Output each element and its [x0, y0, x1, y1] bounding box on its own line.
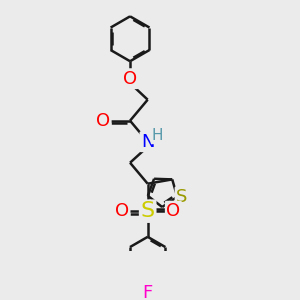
Text: O: O	[115, 202, 129, 220]
Text: S: S	[141, 201, 155, 221]
Text: S: S	[176, 188, 188, 206]
Text: O: O	[123, 70, 137, 88]
Text: N: N	[141, 133, 154, 151]
Text: O: O	[96, 112, 110, 130]
Text: H: H	[152, 128, 164, 143]
Text: F: F	[142, 284, 153, 300]
Text: O: O	[166, 202, 180, 220]
